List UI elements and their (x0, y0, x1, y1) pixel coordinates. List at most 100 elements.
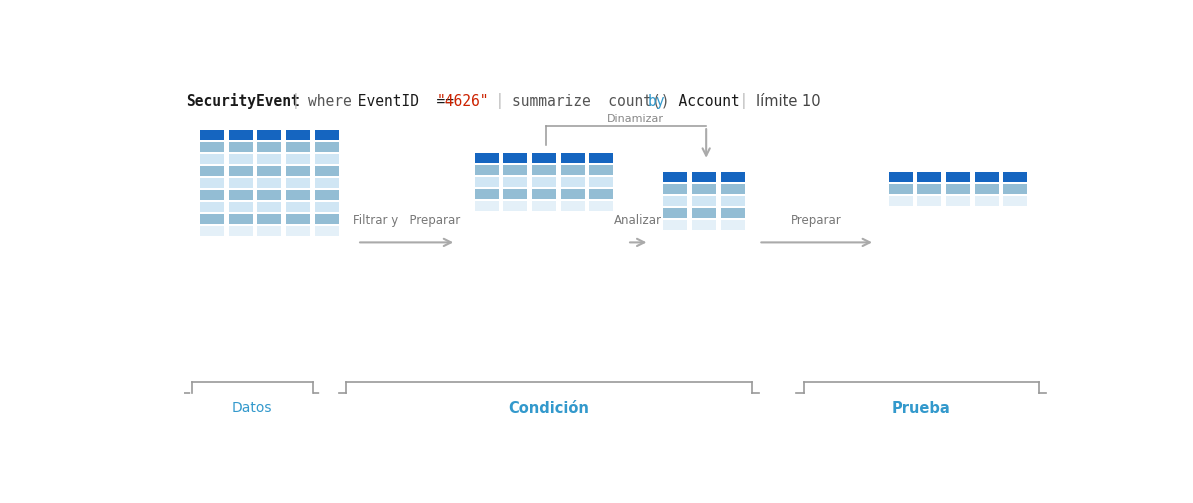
Bar (561, 165, 585, 175)
Bar (503, 153, 527, 163)
Bar (917, 196, 941, 206)
Bar (475, 153, 499, 163)
Text: summarize  count(): summarize count() (512, 94, 687, 109)
Bar (721, 208, 744, 218)
Bar (692, 208, 716, 218)
Bar (561, 189, 585, 199)
Bar (692, 173, 716, 183)
Bar (200, 202, 224, 212)
Bar (692, 184, 716, 194)
Bar (258, 142, 282, 152)
Bar (315, 214, 339, 224)
Bar (503, 177, 527, 187)
Bar (258, 165, 282, 176)
Text: Dinamizar: Dinamizar (607, 114, 665, 124)
Bar (589, 177, 613, 187)
Bar (946, 184, 970, 194)
Bar (229, 214, 253, 224)
Bar (663, 184, 687, 194)
Bar (200, 226, 224, 236)
Bar (286, 154, 310, 164)
Bar (200, 154, 224, 164)
Bar (258, 190, 282, 200)
Bar (315, 190, 339, 200)
Bar (946, 173, 970, 183)
Bar (315, 142, 339, 152)
Bar (315, 130, 339, 140)
Bar (503, 165, 527, 175)
Bar (229, 202, 253, 212)
Bar (258, 154, 282, 164)
Bar (917, 184, 941, 194)
Bar (286, 142, 310, 152)
Bar (503, 189, 527, 199)
Bar (532, 189, 556, 199)
Bar (258, 226, 282, 236)
Bar (1003, 184, 1027, 194)
Bar (200, 214, 224, 224)
Bar (200, 130, 224, 140)
Bar (229, 154, 253, 164)
Text: where: where (308, 94, 360, 109)
Bar (532, 201, 556, 211)
Text: by: by (648, 94, 665, 109)
Bar (561, 153, 585, 163)
Bar (315, 165, 339, 176)
Bar (229, 178, 253, 188)
Bar (946, 196, 970, 206)
Bar (286, 226, 310, 236)
Bar (229, 142, 253, 152)
Text: SecurityEvent: SecurityEvent (186, 93, 299, 109)
Text: Preparar: Preparar (791, 214, 842, 227)
Bar (589, 189, 613, 199)
Bar (475, 189, 499, 199)
Bar (475, 177, 499, 187)
Bar (286, 190, 310, 200)
Text: Condición: Condición (508, 401, 589, 416)
Bar (475, 165, 499, 175)
Bar (975, 184, 999, 194)
Bar (721, 173, 744, 183)
Bar (200, 190, 224, 200)
Bar (532, 165, 556, 175)
Text: EventID  ==: EventID == (348, 94, 463, 109)
Bar (229, 226, 253, 236)
Bar (315, 202, 339, 212)
Bar (589, 165, 613, 175)
Bar (532, 153, 556, 163)
Text: "4626": "4626" (437, 94, 489, 109)
Text: Analizar: Analizar (614, 214, 662, 227)
Bar (692, 220, 716, 230)
Bar (889, 173, 913, 183)
Text: límite 10: límite 10 (755, 94, 821, 109)
Text: Datos: Datos (231, 401, 272, 415)
Bar (258, 202, 282, 212)
Bar (561, 177, 585, 187)
Bar (229, 165, 253, 176)
Bar (315, 178, 339, 188)
Bar (1003, 196, 1027, 206)
Text: |: | (274, 93, 319, 109)
Bar (663, 196, 687, 206)
Bar (286, 165, 310, 176)
Bar (200, 178, 224, 188)
Bar (589, 153, 613, 163)
Bar (258, 178, 282, 188)
Bar (258, 130, 282, 140)
Bar (663, 208, 687, 218)
Bar (503, 201, 527, 211)
Bar (258, 214, 282, 224)
Bar (663, 173, 687, 183)
Bar (975, 173, 999, 183)
Text: |: | (722, 93, 766, 109)
Bar (286, 202, 310, 212)
Bar (889, 196, 913, 206)
Bar (475, 201, 499, 211)
Bar (315, 226, 339, 236)
Bar (200, 165, 224, 176)
Bar (663, 220, 687, 230)
Bar (721, 220, 744, 230)
Bar (286, 178, 310, 188)
Bar (229, 190, 253, 200)
Bar (1003, 173, 1027, 183)
